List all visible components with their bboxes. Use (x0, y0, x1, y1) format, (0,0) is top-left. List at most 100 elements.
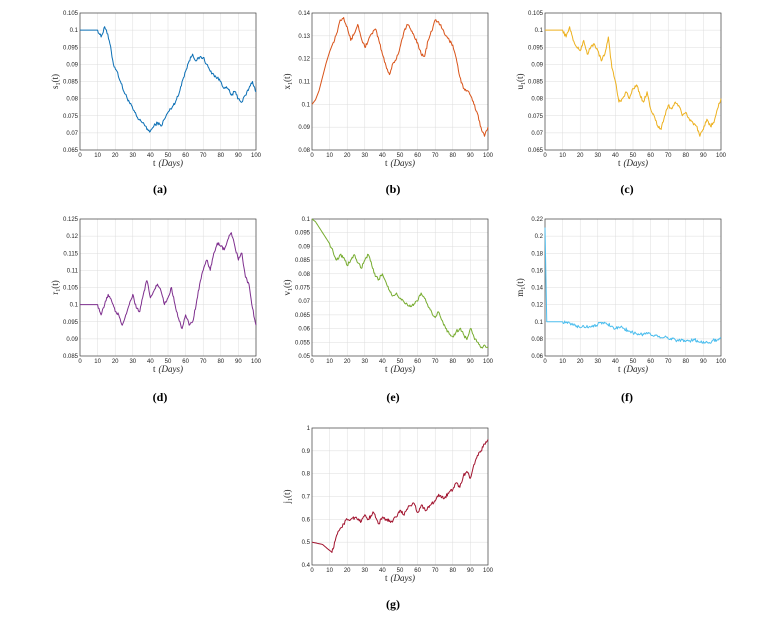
y-tick-label: 0.05 (298, 354, 310, 360)
x-tick-label: 10 (326, 153, 333, 159)
x-tick-label: 20 (112, 153, 119, 159)
x-tick-label: 10 (559, 153, 566, 159)
y-tick-label: 0.075 (528, 114, 544, 120)
panel-caption: (c) (620, 182, 633, 196)
y-axis-label-sub: 1 (56, 289, 62, 292)
x-tick-label: 50 (165, 153, 172, 159)
x-tick-label: 20 (344, 568, 351, 574)
y-tick-label: 0.22 (531, 217, 543, 223)
y-axis-label-sub: 1 (56, 82, 62, 85)
y-tick-label: 0.1 (302, 217, 311, 223)
y-tick-label: 0.13 (298, 34, 310, 40)
x-tick-label: 100 (716, 359, 727, 365)
x-tick-label: 10 (94, 153, 101, 159)
plot-area (544, 218, 722, 357)
plot-area (311, 218, 489, 357)
x-tick-label: 70 (665, 359, 672, 365)
x-tick-label: 0 (543, 359, 547, 365)
x-tick-label: 70 (200, 359, 207, 365)
y-axis-label-tail: (t) (515, 278, 525, 287)
panel-caption: (g) (386, 597, 400, 611)
x-tick-label: 50 (397, 153, 404, 159)
y-tick-label: 0.065 (295, 313, 311, 319)
y-tick-label: 0.095 (63, 320, 79, 326)
y-tick-label: 0.08 (531, 97, 543, 103)
x-tick-label: 60 (182, 153, 189, 159)
x-tick-label: 0 (310, 359, 314, 365)
x-tick-label: 90 (700, 359, 707, 365)
y-tick-label: 0.16 (531, 268, 543, 274)
y-tick-label: 0.18 (531, 251, 543, 257)
x-tick-label: 50 (165, 359, 172, 365)
y-tick-label: 0.1 (535, 28, 544, 34)
x-axis-label-var: t (618, 158, 621, 168)
x-tick-label: 0 (78, 359, 82, 365)
y-tick-label: 0.09 (298, 244, 310, 250)
x-tick-label: 40 (379, 568, 386, 574)
y-tick-label: 0.1 (70, 28, 79, 34)
x-tick-label: 40 (147, 153, 154, 159)
x-tick-label: 30 (594, 359, 601, 365)
plot-area (311, 427, 489, 566)
x-tick-label: 90 (235, 153, 242, 159)
x-tick-label: 80 (682, 359, 689, 365)
y-axis-label-sub: 1 (288, 498, 294, 501)
series-line-g (311, 439, 489, 553)
y-tick-label: 0.08 (298, 148, 310, 154)
x-tick-label: 30 (361, 359, 368, 365)
y-axis-label-tail: (t) (282, 280, 292, 289)
x-tick-label: 80 (449, 153, 456, 159)
y-tick-label: 0.06 (298, 327, 310, 333)
y-tick-label: 0.4 (302, 563, 311, 569)
y-axis-label-sub: 1 (288, 82, 294, 85)
chart-panel-b: 0 10 20 30 40 50 60 70 80 90 100 0.08 0.09 0.1 0.11 0.1… (282, 11, 494, 196)
y-axis-label-var: x (282, 85, 292, 90)
y-tick-label: 0.075 (295, 286, 311, 292)
x-tick-label: 30 (361, 568, 368, 574)
x-tick-label: 70 (200, 153, 207, 159)
chart-panel-g: 0 10 20 30 40 50 60 70 80 90 100 0.4 0.5 0.6 0.7 0.8 0.9… (282, 426, 494, 611)
y-axis-label-tail: (t) (515, 74, 525, 83)
y-axis-label: r1(t) (50, 280, 62, 295)
x-axis-label-unit: (Days) (624, 364, 649, 374)
x-tick-label: 60 (414, 568, 421, 574)
x-tick-label: 60 (647, 359, 654, 365)
x-tick-label: 30 (361, 153, 368, 159)
y-tick-label: 0.1 (70, 303, 79, 309)
x-tick-label: 80 (217, 359, 224, 365)
x-tick-label: 80 (682, 153, 689, 159)
x-axis-label-var: t (385, 158, 388, 168)
x-tick-label: 40 (612, 359, 619, 365)
y-tick-label: 0.8 (302, 472, 311, 478)
y-tick-label: 0.1 (535, 320, 544, 326)
plot-area (544, 12, 722, 151)
chart-panel-c: 0 10 20 30 40 50 60 70 80 90 100 0.065 0.07 0.075 0.08… (515, 11, 727, 196)
x-tick-label: 60 (647, 153, 654, 159)
series-line-d (80, 232, 257, 330)
y-tick-label: 0.08 (531, 337, 543, 343)
x-axis-label: t (Days) (385, 573, 415, 583)
y-axis-label-var: v (282, 291, 292, 296)
y-tick-label: 0.06 (531, 354, 543, 360)
x-tick-label: 40 (147, 359, 154, 365)
x-tick-label: 90 (467, 568, 474, 574)
x-axis-label-unit: (Days) (391, 158, 416, 168)
x-axis-label-unit: (Days) (159, 364, 184, 374)
y-tick-label: 0.9 (302, 449, 311, 455)
y-tick-label: 1 (307, 426, 311, 432)
y-tick-label: 0.065 (528, 148, 544, 154)
panel-caption: (b) (386, 182, 401, 196)
y-tick-label: 0.1 (302, 102, 311, 108)
y-tick-label: 0.07 (531, 131, 543, 137)
x-tick-label: 70 (665, 153, 672, 159)
x-tick-label: 50 (630, 153, 637, 159)
panel-caption: (d) (153, 390, 168, 404)
y-axis-label: x1(t) (282, 74, 294, 90)
x-tick-label: 40 (379, 359, 386, 365)
x-tick-label: 100 (251, 359, 262, 365)
x-tick-label: 30 (129, 153, 136, 159)
y-tick-label: 0.5 (302, 540, 311, 546)
y-tick-label: 0.7 (302, 495, 311, 501)
x-tick-label: 30 (129, 359, 136, 365)
x-tick-label: 100 (483, 359, 494, 365)
